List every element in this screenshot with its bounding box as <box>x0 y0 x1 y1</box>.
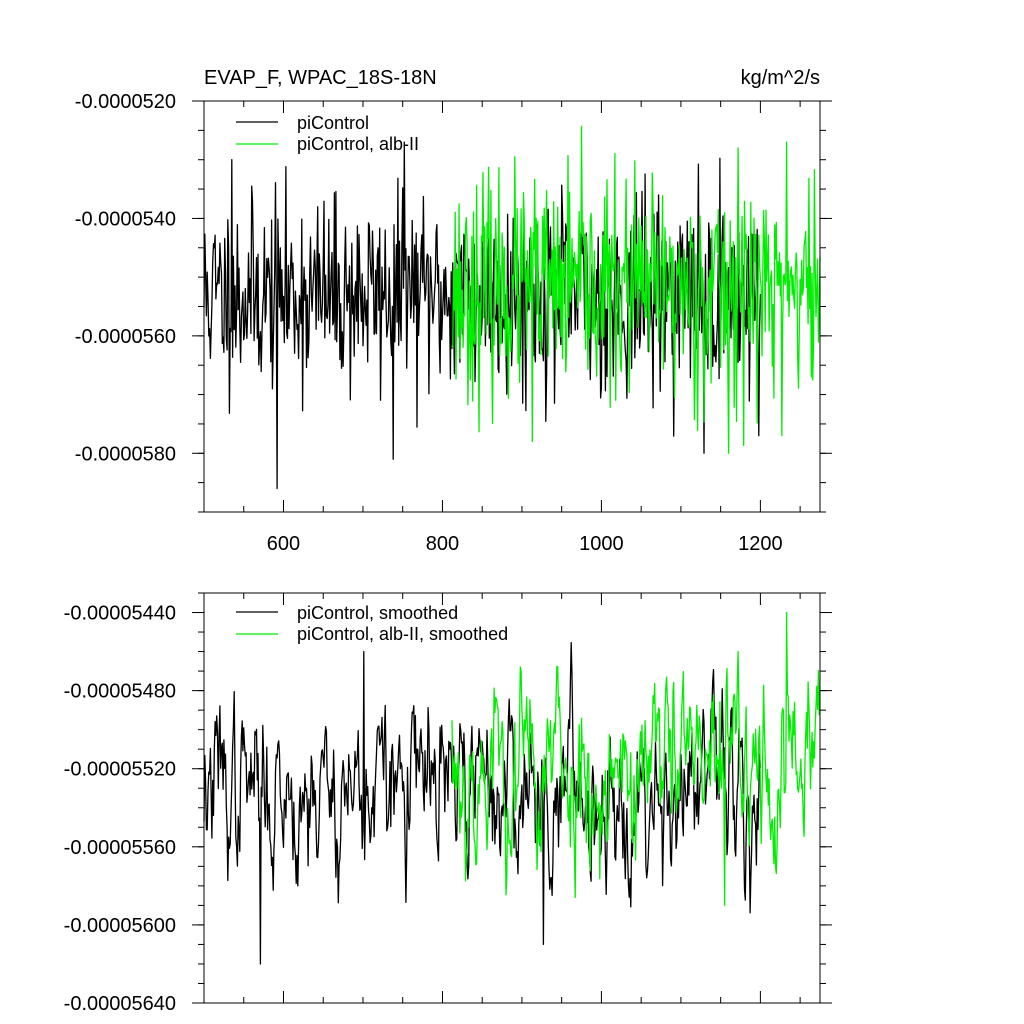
top-axes: 600 800 1000 1200 -0.0000520 -0.0000540 -0.000… <box>75 91 832 555</box>
bottom-legend: piControl, smoothed piControl, alb-II, s… <box>236 603 508 644</box>
top-chart-units: kg/m^2/s <box>741 67 820 89</box>
y-tick-label: -0.0000560 <box>75 326 176 348</box>
legend-label-alb-II: piControl, alb-II <box>297 134 419 154</box>
x-tick-label: 600 <box>267 533 300 555</box>
y-tick-label: -0.0000580 <box>75 443 176 465</box>
bottom-panel: -0.00005440 -0.00005480 -0.00005520 -0.0000… <box>64 592 832 1015</box>
top-legend: piControl piControl, alb-II <box>236 113 419 154</box>
top-chart-title: EVAP_F, WPAC_18S-18N <box>204 67 437 89</box>
top-series-group <box>203 125 821 490</box>
legend-label-alb-II-smoothed: piControl, alb-II, smoothed <box>297 624 508 644</box>
y-tick-label: -0.00005480 <box>64 681 176 703</box>
legend-label-piControl: piControl <box>297 113 369 133</box>
x-tick-label: 1000 <box>579 533 624 555</box>
legend-label-piControl-smoothed: piControl, smoothed <box>297 603 458 623</box>
x-tick-label: 800 <box>426 533 459 555</box>
y-tick-label: -0.0000520 <box>75 91 176 113</box>
series-line-1 <box>451 125 821 454</box>
y-tick-label: -0.00005600 <box>64 915 176 937</box>
y-tick-label: -0.0000540 <box>75 208 176 230</box>
y-tick-label: -0.00005440 <box>64 603 176 625</box>
series-line-0 <box>203 641 762 965</box>
series-line-1 <box>451 611 821 907</box>
y-tick-label: -0.00005640 <box>64 993 176 1015</box>
series-line-0 <box>203 141 762 490</box>
y-tick-label: -0.00005520 <box>64 759 176 781</box>
y-tick-label: -0.00005560 <box>64 837 176 859</box>
x-tick-label: 1200 <box>738 533 783 555</box>
bottom-series-group <box>203 611 821 965</box>
top-panel: EVAP_F, WPAC_18S-18N kg/m^2/s 600 800 1000… <box>75 67 832 555</box>
plot-frame <box>203 592 821 1004</box>
bottom-axes: -0.00005440 -0.00005480 -0.00005520 -0.0000… <box>64 592 832 1015</box>
